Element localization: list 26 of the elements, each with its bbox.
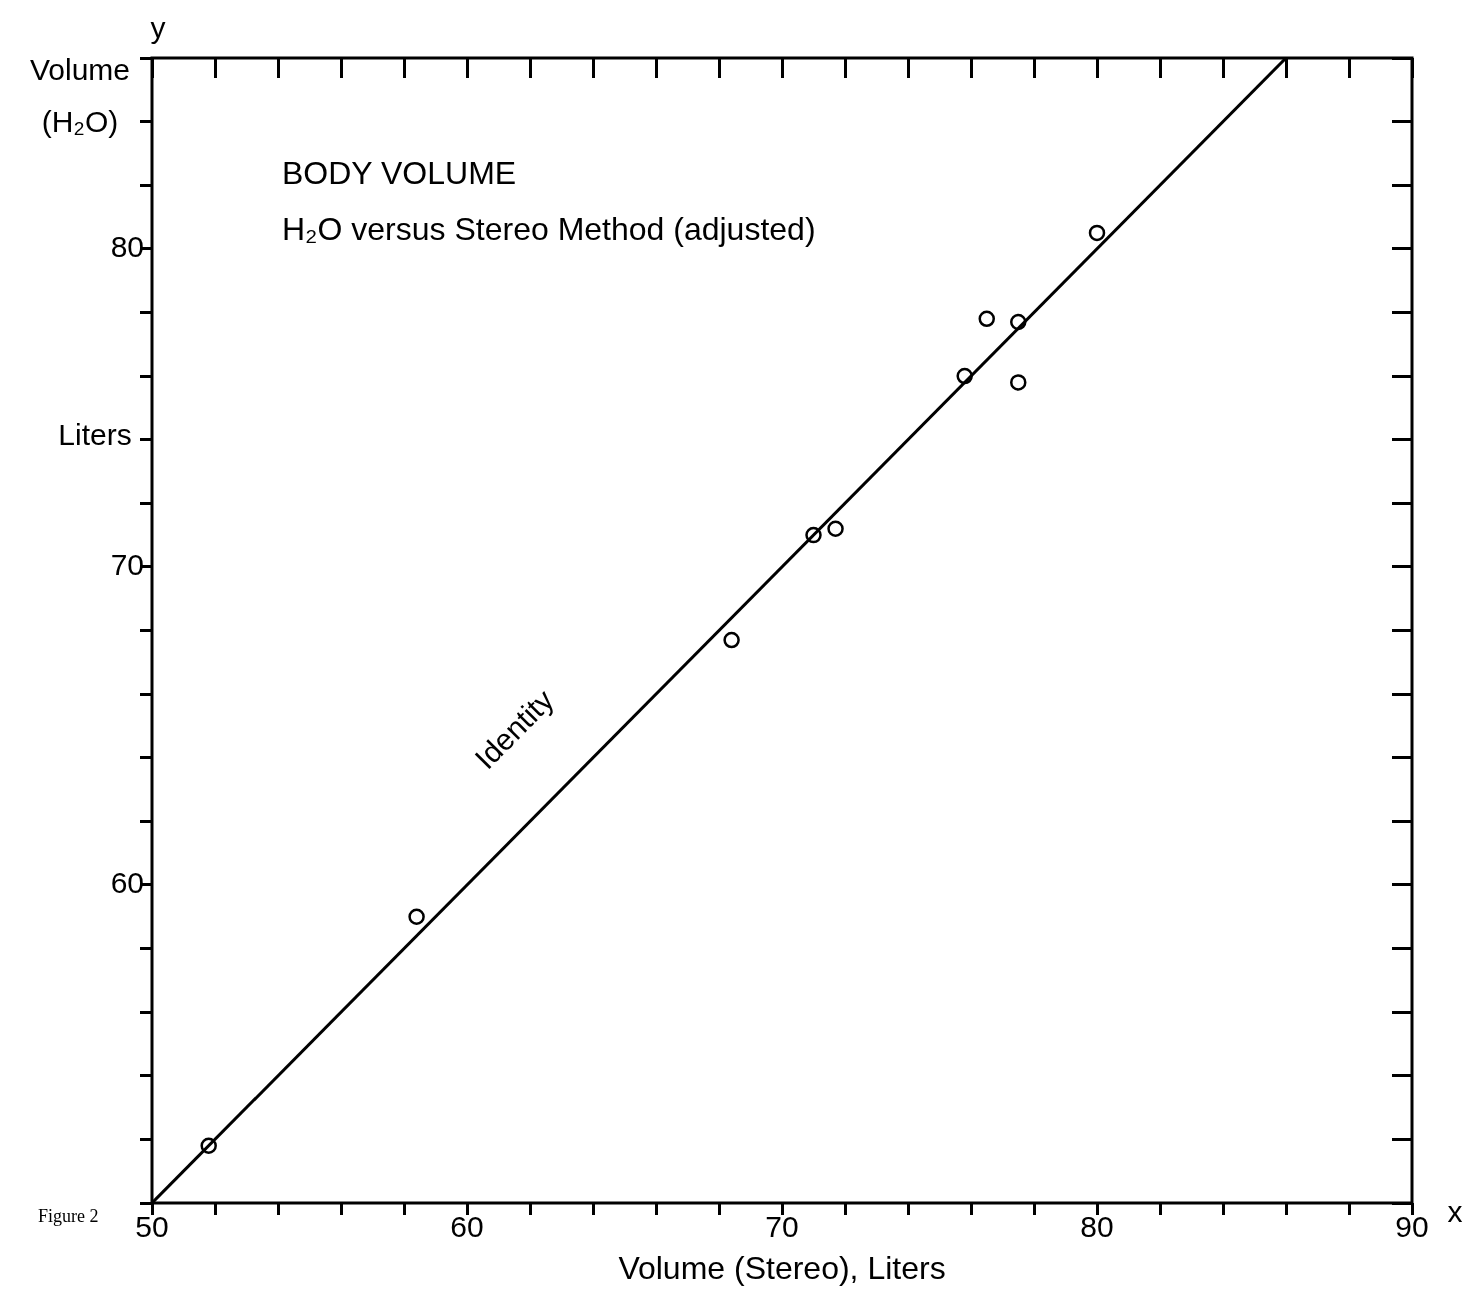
y-tick-label: 60 (110, 866, 144, 900)
text: y (150, 11, 166, 44)
y-tick-label: 80 (110, 230, 144, 264)
point (827, 520, 844, 537)
y-axis-title: Volume (H₂O) (29, 53, 131, 138)
text: H₂O versus Stereo Method (adjusted) (282, 211, 816, 247)
point (956, 367, 973, 385)
x-tick-label: 80 (1080, 1210, 1114, 1244)
text: x (1447, 1195, 1463, 1228)
x-tick-label: 50 (135, 1210, 169, 1244)
point (200, 1137, 217, 1154)
point (805, 526, 822, 544)
point (1010, 313, 1027, 331)
caption: Figure 2 (38, 1206, 99, 1226)
x-tick-label: 60 (450, 1210, 484, 1244)
point (1088, 224, 1106, 242)
x-tick-label: 70 (765, 1210, 799, 1244)
point (408, 908, 425, 925)
point (723, 631, 740, 649)
point (978, 310, 995, 328)
y-tick-label: 70 (110, 548, 144, 582)
text: BODY VOLUME (282, 155, 517, 191)
x-tick-label: 90 (1395, 1210, 1429, 1244)
text: Liters (58, 418, 132, 451)
point (1010, 374, 1027, 391)
x-axis-title: Volume (Stereo), Liters (618, 1249, 946, 1286)
